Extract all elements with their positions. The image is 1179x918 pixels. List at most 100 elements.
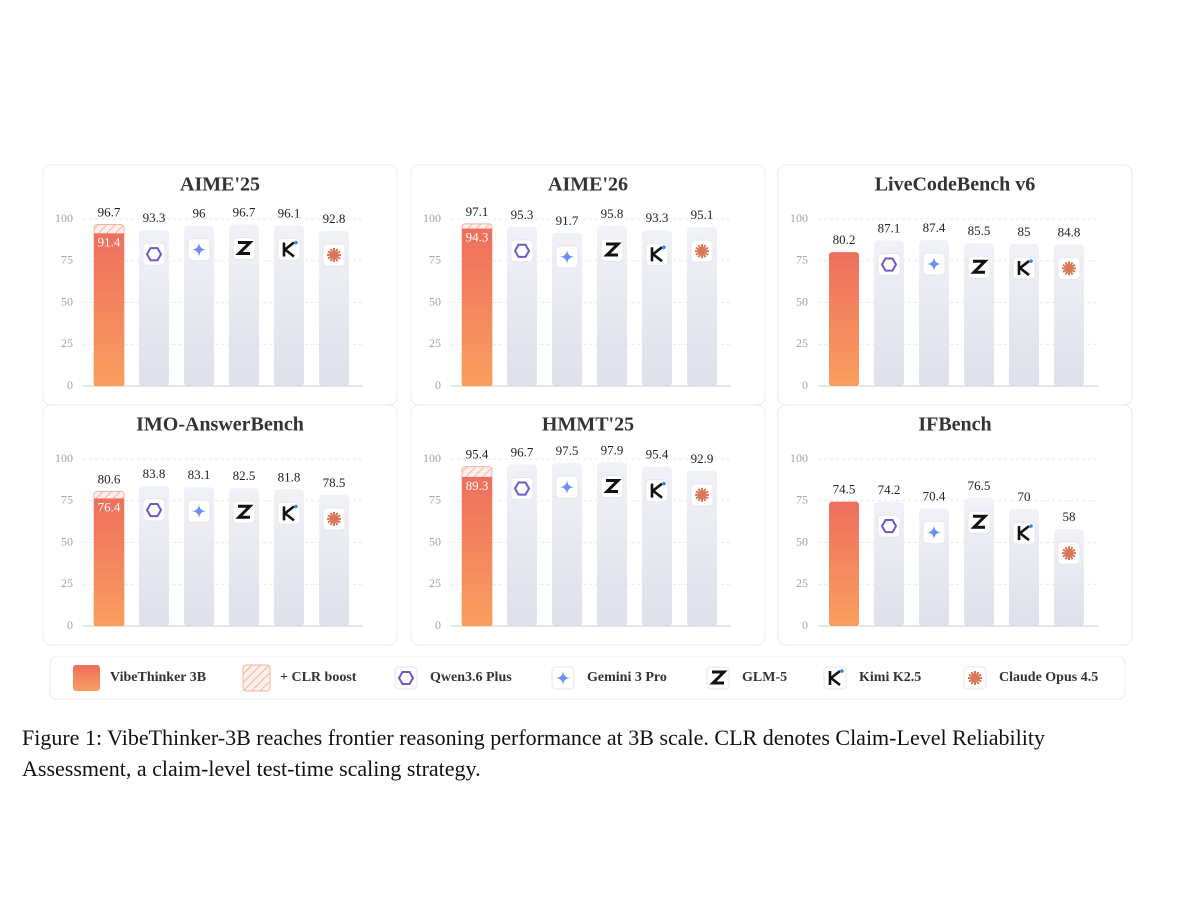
icon <box>145 247 163 262</box>
bar <box>94 233 124 386</box>
y-tick-label: 75 <box>61 253 73 267</box>
bar <box>597 226 627 386</box>
bar <box>642 466 672 626</box>
y-tick-label: 50 <box>796 294 808 308</box>
bar <box>687 227 717 386</box>
bar-label: 91.7 <box>556 213 579 228</box>
bar-inner-label: 76.4 <box>98 499 121 514</box>
icon <box>145 502 163 518</box>
bar-label: 95.4 <box>646 447 669 462</box>
bar <box>829 501 859 626</box>
icon <box>926 524 942 541</box>
bar-label: 96.1 <box>278 205 301 220</box>
bar-label: 96.7 <box>98 204 121 219</box>
icon <box>555 670 571 686</box>
icon <box>603 479 622 494</box>
icon-box <box>877 514 901 538</box>
y-tick-label: 25 <box>429 576 441 590</box>
y-tick-label: 0 <box>435 618 441 632</box>
bar-label: 74.5 <box>833 482 856 497</box>
chart-title: AIME'26 <box>548 174 628 196</box>
y-tick-label: 0 <box>435 378 441 392</box>
icon <box>970 514 989 529</box>
bar-label: 85 <box>1018 224 1031 239</box>
bar <box>1009 244 1039 386</box>
legend-label: Claude Opus 4.5 <box>999 670 1098 685</box>
y-tick-label: 0 <box>67 378 73 392</box>
y-tick-label: 25 <box>796 336 808 350</box>
icon <box>709 670 728 685</box>
bar <box>507 226 537 386</box>
legend-label: Kimi K2.5 <box>859 670 921 685</box>
bar-label: 96.7 <box>233 204 256 219</box>
bar <box>964 243 994 386</box>
chart-title: HMMT'25 <box>542 414 634 436</box>
icon <box>840 669 844 673</box>
chart-title: IFBench <box>918 414 991 436</box>
y-tick-label: 50 <box>429 534 441 548</box>
icon-box <box>394 666 418 690</box>
y-tick-label: 50 <box>429 294 441 308</box>
bar-label: 74.2 <box>878 482 901 497</box>
y-tick-label: 100 <box>55 451 73 465</box>
bar <box>274 225 304 386</box>
icon <box>294 240 298 245</box>
y-tick-label: 75 <box>429 493 441 507</box>
icon <box>397 670 415 686</box>
bar-label: 85.5 <box>968 223 991 238</box>
y-tick-label: 100 <box>790 451 808 465</box>
bar-label: 96 <box>193 206 207 221</box>
icon <box>662 481 666 486</box>
legend-label: GLM-5 <box>742 670 787 685</box>
bar-label: 58 <box>1063 509 1076 524</box>
bar <box>184 225 214 386</box>
y-tick-label: 25 <box>61 336 73 350</box>
icon <box>1017 525 1030 542</box>
bar-label: 97.1 <box>466 204 489 219</box>
icon <box>191 241 207 258</box>
icon <box>559 479 575 496</box>
chart-title: AIME'25 <box>180 174 260 196</box>
legend-box <box>49 656 1126 700</box>
bar-label: 97.5 <box>556 443 579 458</box>
y-tick-label: 100 <box>423 211 441 225</box>
icon-box <box>877 253 901 277</box>
icon <box>1062 548 1076 558</box>
legend-swatch <box>242 664 271 692</box>
bar-label: 83.1 <box>188 467 211 482</box>
y-tick-label: 50 <box>61 294 73 308</box>
icon <box>235 241 254 256</box>
legend-label: Qwen3.6 Plus <box>430 670 512 685</box>
bar-label: 95.3 <box>511 207 534 222</box>
icon <box>695 246 709 256</box>
icon <box>1062 264 1076 273</box>
bar <box>874 240 904 386</box>
y-tick-label: 75 <box>796 493 808 507</box>
icon <box>650 482 663 499</box>
chart-title: IMO-AnswerBench <box>136 414 304 436</box>
bar-label: 82.5 <box>233 468 256 483</box>
bar <box>552 463 582 626</box>
y-tick-label: 25 <box>796 576 808 590</box>
bar-label: 81.8 <box>278 469 301 484</box>
bar-label: 96.7 <box>511 444 534 459</box>
bar-label: 80.6 <box>98 471 121 486</box>
panel <box>777 404 1133 646</box>
chart-title: LiveCodeBench v6 <box>875 174 1036 196</box>
bar-label: 84.8 <box>1058 224 1081 239</box>
icon <box>662 245 666 249</box>
bar <box>687 470 717 626</box>
bar <box>642 230 672 386</box>
y-tick-label: 100 <box>790 211 808 225</box>
bar-label: 92.9 <box>691 451 714 466</box>
icon <box>282 505 295 522</box>
bar-label: 93.3 <box>143 210 166 225</box>
icon <box>294 504 298 509</box>
icon <box>1029 259 1033 263</box>
icon <box>695 490 709 500</box>
icon <box>828 669 841 687</box>
y-tick-label: 100 <box>423 451 441 465</box>
bar-label: 95.8 <box>601 206 624 221</box>
legend-label: Gemini 3 Pro <box>587 670 667 685</box>
